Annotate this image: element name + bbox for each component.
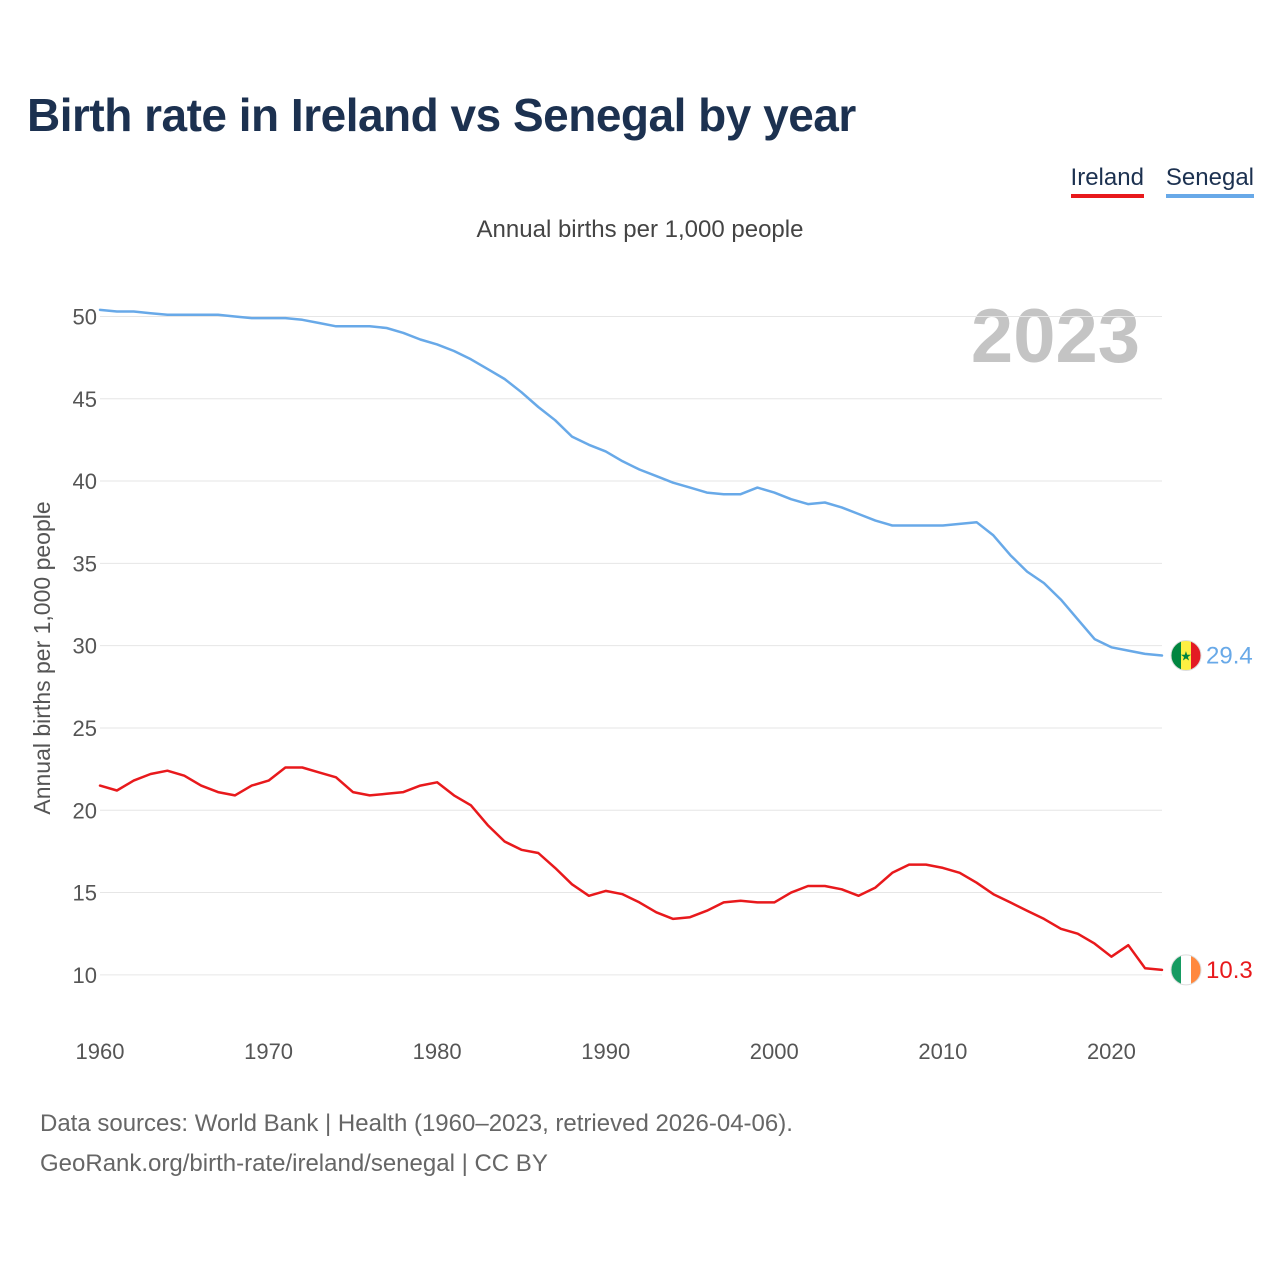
end-value-label-ireland: 10.3 <box>1206 957 1253 984</box>
x-tick-label: 1960 <box>76 1039 125 1064</box>
y-tick-label: 30 <box>73 634 97 659</box>
series-line-senegal <box>98 308 1164 657</box>
y-tick-label: 15 <box>73 881 97 906</box>
x-tick-label: 1990 <box>581 1039 630 1064</box>
y-tick-label: 45 <box>73 387 97 412</box>
y-tick-label: 25 <box>73 716 97 741</box>
year-watermark: 2023 <box>971 294 1140 379</box>
data-source-note: Data sources: World Bank | Health (1960–… <box>40 1110 793 1137</box>
y-tick-label: 35 <box>73 551 97 576</box>
x-tick-label: 2000 <box>750 1039 799 1064</box>
legend-item-senegal[interactable]: Senegal <box>1165 164 1254 198</box>
end-value-label-senegal: 29.4 <box>1206 643 1253 670</box>
y-tick-label: 40 <box>73 469 97 494</box>
chart-title: Birth rate in Ireland vs Senegal by year <box>27 89 856 141</box>
ireland-flag-icon <box>1170 954 1202 986</box>
x-tick-label: 2020 <box>1087 1039 1136 1064</box>
y-tick-label: 50 <box>73 304 97 329</box>
x-tick-label: 1970 <box>244 1039 293 1064</box>
series-line-ireland <box>98 766 1164 972</box>
legend-item-ireland[interactable]: Ireland <box>1070 164 1144 198</box>
svg-text:★: ★ <box>1180 650 1192 665</box>
legend: Ireland Senegal <box>1070 164 1254 198</box>
y-axis-label: Annual births per 1,000 people <box>29 501 55 814</box>
source-link[interactable]: GeoRank.org/birth-rate/ireland/senegal |… <box>40 1150 548 1177</box>
chart-subtitle: Annual births per 1,000 people <box>476 216 804 243</box>
y-tick-label: 20 <box>73 798 97 823</box>
x-tick-label: 2010 <box>918 1039 967 1064</box>
x-tick-label: 1980 <box>413 1039 462 1064</box>
senegal-flag-icon: ★ <box>1170 640 1202 672</box>
footer: Data sources: World Bank | Health (1960–… <box>40 1104 793 1184</box>
y-tick-label: 10 <box>73 963 97 988</box>
